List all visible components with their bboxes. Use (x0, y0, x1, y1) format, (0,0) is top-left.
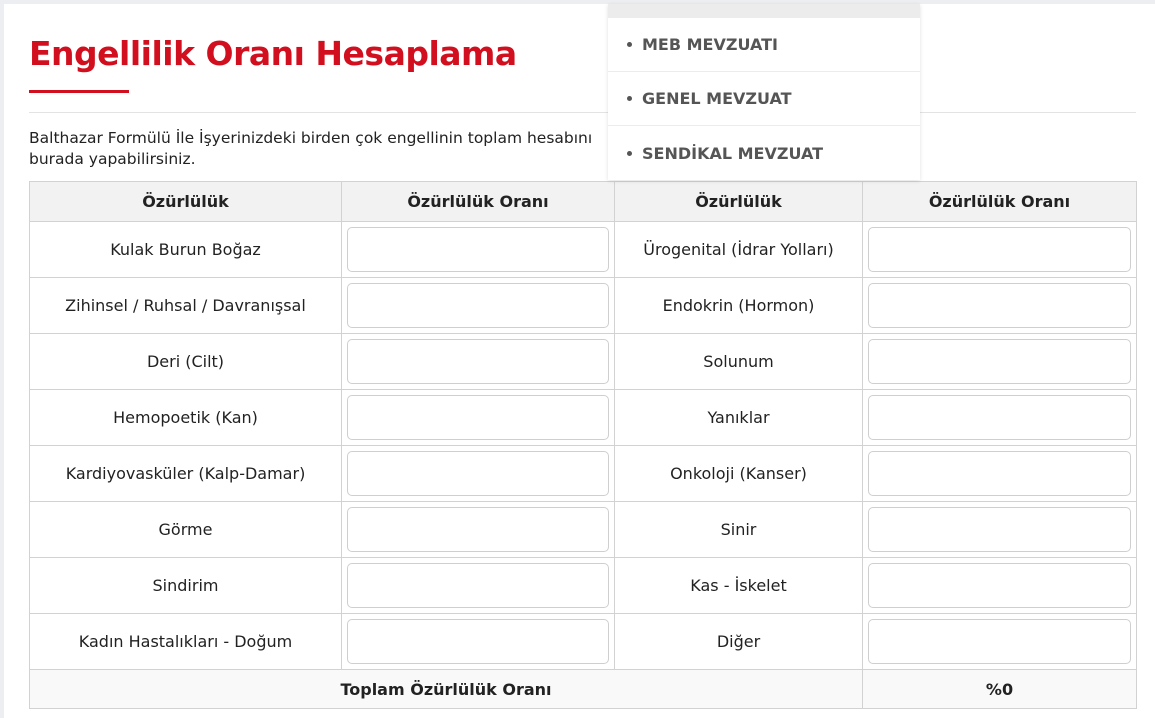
rate-cell (862, 277, 1137, 334)
disability-label: Kardiyovasküler (Kalp-Damar) (29, 445, 342, 502)
rate-input[interactable] (868, 395, 1131, 440)
rate-input[interactable] (868, 507, 1131, 552)
disability-label: Ürogenital (İdrar Yolları) (614, 221, 863, 278)
rate-input[interactable] (347, 227, 609, 272)
header-disability: Özürlülük (29, 181, 342, 222)
rate-cell (341, 445, 615, 502)
rate-input[interactable] (868, 619, 1131, 664)
rate-cell (341, 221, 615, 278)
rate-cell (341, 389, 615, 446)
menu-item-label: MEB MEVZUATI (642, 35, 778, 54)
rate-cell (862, 613, 1137, 670)
rate-cell (862, 557, 1137, 614)
disability-label: Zihinsel / Ruhsal / Davranışsal (29, 277, 342, 334)
dropdown-header (608, 4, 920, 18)
bullet-icon (627, 42, 632, 47)
bullet-icon (627, 96, 632, 101)
rate-input[interactable] (347, 339, 609, 384)
table-row: Hemopoetik (Kan) Yanıklar (29, 389, 1137, 446)
table-row: Kulak Burun Boğaz Ürogenital (İdrar Yoll… (29, 221, 1137, 278)
disability-label: Kadın Hastalıkları - Doğum (29, 613, 342, 670)
disability-label: Endokrin (Hormon) (614, 277, 863, 334)
rate-cell (341, 277, 615, 334)
rate-input[interactable] (868, 339, 1131, 384)
disability-label: Deri (Cilt) (29, 333, 342, 390)
menu-item-meb-mevzuati[interactable]: MEB MEVZUATI (608, 18, 920, 72)
menu-item-sendikal-mevzuat[interactable]: SENDİKAL MEVZUAT (608, 126, 920, 180)
page-title: Engellilik Oranı Hesaplama (29, 34, 517, 73)
rate-input[interactable] (347, 507, 609, 552)
table-row: Zihinsel / Ruhsal / Davranışsal Endokrin… (29, 277, 1137, 334)
disability-label: Diğer (614, 613, 863, 670)
rate-input[interactable] (347, 451, 609, 496)
rate-input[interactable] (868, 227, 1131, 272)
disability-label: Kas - İskelet (614, 557, 863, 614)
rate-cell (341, 333, 615, 390)
table-row: Sindirim Kas - İskelet (29, 557, 1137, 614)
disability-label: Hemopoetik (Kan) (29, 389, 342, 446)
total-label: Toplam Özürlülük Oranı (29, 669, 863, 709)
intro-text: Balthazar Formülü İle İşyerinizdeki bird… (29, 129, 593, 168)
total-row: Toplam Özürlülük Oranı %0 (29, 669, 1137, 709)
divider (29, 112, 1136, 113)
table-row: Kardiyovasküler (Kalp-Damar) Onkoloji (K… (29, 445, 1137, 502)
rate-input[interactable] (868, 563, 1131, 608)
total-value: %0 (862, 669, 1137, 709)
rate-cell (341, 501, 615, 558)
header-rate: Özürlülük Oranı (862, 181, 1137, 222)
rate-cell (862, 221, 1137, 278)
header-rate: Özürlülük Oranı (341, 181, 615, 222)
table-row: Kadın Hastalıkları - Doğum Diğer (29, 613, 1137, 670)
content-card: Engellilik Oranı Hesaplama Balthazar For… (4, 4, 1155, 718)
disability-label: Solunum (614, 333, 863, 390)
rate-input[interactable] (347, 395, 609, 440)
rate-input[interactable] (868, 451, 1131, 496)
menu-item-label: SENDİKAL MEVZUAT (642, 143, 824, 163)
mevzuat-dropdown-menu: MEB MEVZUATI GENEL MEVZUAT SENDİKAL MEVZ… (608, 4, 920, 180)
menu-item-genel-mevzuat[interactable]: GENEL MEVZUAT (608, 72, 920, 126)
rate-input[interactable] (347, 563, 609, 608)
table-row: Görme Sinir (29, 501, 1137, 558)
table-header-row: Özürlülük Özürlülük Oranı Özürlülük Özür… (29, 181, 1137, 222)
disability-label: Sinir (614, 501, 863, 558)
rate-input[interactable] (347, 283, 609, 328)
rate-input[interactable] (347, 619, 609, 664)
rate-input[interactable] (868, 283, 1131, 328)
rate-cell (341, 557, 615, 614)
header-disability: Özürlülük (614, 181, 863, 222)
disability-label: Kulak Burun Boğaz (29, 221, 342, 278)
disability-table: Özürlülük Özürlülük Oranı Özürlülük Özür… (29, 181, 1137, 709)
disability-label: Sindirim (29, 557, 342, 614)
menu-item-label: GENEL MEVZUAT (642, 89, 792, 108)
rate-cell (862, 333, 1137, 390)
disability-label: Yanıklar (614, 389, 863, 446)
disability-label: Görme (29, 501, 342, 558)
table-row: Deri (Cilt) Solunum (29, 333, 1137, 390)
bullet-icon (627, 150, 632, 156)
rate-cell (862, 445, 1137, 502)
title-underline (29, 90, 129, 93)
disability-label: Onkoloji (Kanser) (614, 445, 863, 502)
rate-cell (862, 501, 1137, 558)
rate-cell (341, 613, 615, 670)
rate-cell (862, 389, 1137, 446)
